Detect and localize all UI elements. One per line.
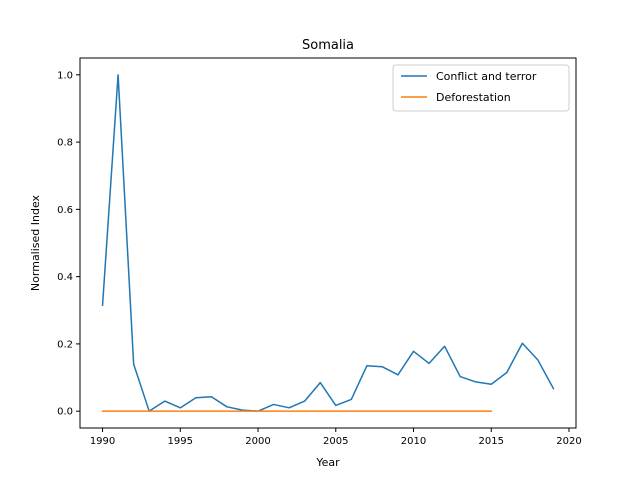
y-tick-label: 0.4 xyxy=(57,272,73,283)
legend: Conflict and terror Deforestation xyxy=(392,64,570,112)
y-tick-label: 0.0 xyxy=(57,407,73,418)
y-axis-label: Normalised Index xyxy=(29,194,42,291)
x-tick-label: 1995 xyxy=(168,436,193,447)
x-tick-label: 1990 xyxy=(90,436,115,447)
x-axis-label: Year xyxy=(315,456,340,469)
y-axis-ticks: 0.0 0.2 0.4 0.6 0.8 1.0 xyxy=(57,70,80,418)
x-axis-ticks: 1990 1995 2000 2005 2010 2015 2020 xyxy=(90,428,582,447)
y-tick-label: 0.2 xyxy=(57,339,73,350)
x-tick-label: 2010 xyxy=(401,436,426,447)
plot-area xyxy=(79,57,577,429)
legend-label-conflict: Conflict and terror xyxy=(436,70,537,83)
y-tick-label: 0.6 xyxy=(57,205,73,216)
series-line-conflict-and-terror xyxy=(101,74,555,412)
legend-box xyxy=(392,64,570,112)
y-tick-label: 0.8 xyxy=(57,138,73,149)
x-tick-label: 2020 xyxy=(556,436,581,447)
x-tick-label: 2015 xyxy=(479,436,504,447)
chart-title: Somalia xyxy=(302,38,354,53)
y-tick-label: 1.0 xyxy=(57,70,73,81)
legend-label-deforestation: Deforestation xyxy=(436,91,511,104)
x-tick-label: 2005 xyxy=(323,436,348,447)
x-tick-label: 2000 xyxy=(245,436,270,447)
series-layer xyxy=(101,74,555,412)
